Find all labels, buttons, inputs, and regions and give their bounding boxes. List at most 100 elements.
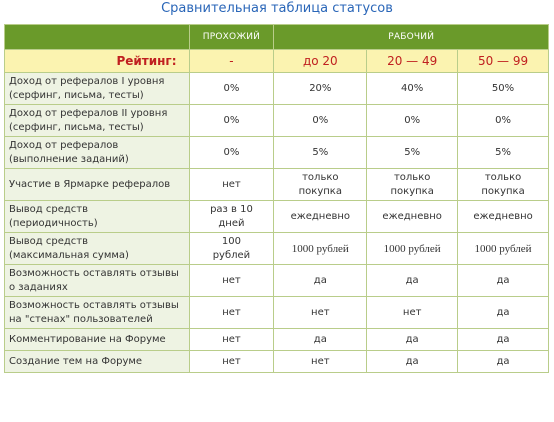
- row-label: Доход от рефералов II уровня (серфинг, пи…: [5, 105, 190, 137]
- status-comparison-table: ПРОХОЖИЙ РАБОЧИЙ Рейтинг: - до 20 20 — 4…: [4, 24, 549, 373]
- row-value-line: покупка: [481, 185, 525, 197]
- row-value: 0%: [189, 137, 275, 169]
- row-label-line: (выполнение заданий): [9, 153, 129, 165]
- row-value: ежедневно: [458, 201, 549, 233]
- row-value-line: 1000 рублей: [474, 242, 532, 255]
- row-value: да: [458, 329, 549, 351]
- row-value-line: покупка: [298, 185, 342, 197]
- row-value: да: [367, 265, 459, 297]
- row-value-line: нет: [222, 333, 241, 345]
- rating-value: 20 — 49: [367, 50, 459, 73]
- row-label-line: о заданиях: [9, 281, 68, 293]
- row-label-line: (серфинг, письма, тесты): [9, 89, 144, 101]
- row-value: 40%: [367, 73, 459, 105]
- row-value-line: только: [302, 171, 339, 183]
- row-value-line: да: [496, 355, 510, 367]
- row-label: Участие в Ярмарке рефералов: [5, 169, 190, 201]
- row-value: только покупка: [274, 169, 368, 201]
- row-value-line: 5%: [495, 146, 511, 158]
- row-value-line: ежедневно: [290, 210, 351, 222]
- row-value-line: нет: [402, 306, 422, 318]
- row-label: Создание тем на Форуме: [5, 351, 190, 373]
- row-label-line: (серфинг, письма, тесты): [9, 121, 144, 133]
- rating-value: -: [189, 50, 275, 73]
- row-label-line: (максимальная сумма): [9, 249, 129, 261]
- row-label-line: Создание тем на Форуме: [9, 355, 143, 367]
- row-value: нет: [189, 351, 275, 373]
- row-label: Возможность оставлять отзывы на "стенах" …: [5, 297, 190, 329]
- row-label-line: Доход от рефералов I уровня: [9, 75, 165, 87]
- row-value-line: 0%: [312, 114, 329, 126]
- row-value-line: рублей: [212, 249, 251, 261]
- row-label-line: (периодичность): [9, 217, 98, 229]
- row-value: 5%: [367, 137, 459, 169]
- row-value: 1000 рублей: [458, 233, 549, 265]
- row-value: 0%: [274, 105, 368, 137]
- row-value: 0%: [189, 73, 275, 105]
- row-value-line: да: [313, 333, 327, 345]
- row-value: нет: [367, 297, 459, 329]
- row-label-line: Комментирование на Форуме: [9, 333, 166, 345]
- row-value-line: да: [405, 333, 419, 345]
- row-value: да: [274, 329, 368, 351]
- header-worker: РАБОЧИЙ: [274, 25, 549, 50]
- row-value-line: только: [393, 171, 431, 183]
- rating-row: Рейтинг: - до 20 20 — 49 50 — 99: [5, 50, 549, 73]
- row-label: Доход от рефералов (выполнение заданий): [5, 137, 190, 169]
- table-row: Доход от рефералов I уровня (серфинг, пис…: [5, 73, 549, 105]
- row-value-line: 40%: [401, 82, 424, 94]
- row-value: 0%: [367, 105, 459, 137]
- row-value-line: 0%: [223, 82, 240, 94]
- row-label-line: Вывод средств: [9, 203, 88, 215]
- row-value-line: нет: [222, 306, 241, 318]
- row-value-line: нет: [222, 274, 241, 286]
- row-value-line: да: [496, 306, 510, 318]
- row-label-line: Возможность оставлять отзывы: [9, 267, 179, 279]
- row-value: 100 рублей: [189, 233, 275, 265]
- row-value: нет: [274, 351, 368, 373]
- row-value: нет: [274, 297, 368, 329]
- row-value-line: нет: [311, 306, 330, 318]
- row-value: нет: [189, 169, 275, 201]
- table-row: Создание тем на Форуме нет нет да да: [5, 351, 549, 373]
- row-value-line: нет: [222, 355, 241, 367]
- row-value: 50%: [458, 73, 549, 105]
- row-value: да: [458, 297, 549, 329]
- row-value-line: 0%: [223, 146, 240, 158]
- row-value-line: да: [405, 355, 419, 367]
- row-label: Доход от рефералов I уровня (серфинг, пис…: [5, 73, 190, 105]
- row-value-line: да: [496, 274, 510, 286]
- row-value: да: [274, 265, 368, 297]
- row-value-line: 5%: [312, 146, 329, 158]
- row-value: ежедневно: [367, 201, 459, 233]
- row-value: нет: [189, 297, 275, 329]
- row-value: нет: [189, 265, 275, 297]
- row-value-line: 0%: [223, 114, 240, 126]
- table-row: Вывод средств (максимальная сумма) 100 рубл…: [5, 233, 549, 265]
- row-value: да: [367, 329, 459, 351]
- table-row: Возможность оставлять отзывы о заданиях не…: [5, 265, 549, 297]
- header-passerby: ПРОХОЖИЙ: [189, 25, 275, 50]
- row-value-line: только: [484, 171, 522, 183]
- row-value: 1000 рублей: [274, 233, 368, 265]
- row-value: раз в 10 дней: [189, 201, 275, 233]
- table-row: Возможность оставлять отзывы на "стенах" …: [5, 297, 549, 329]
- row-value-line: да: [313, 274, 327, 286]
- row-value: 5%: [274, 137, 368, 169]
- row-label-line: на "стенах" пользователей: [9, 313, 153, 325]
- row-value: нет: [189, 329, 275, 351]
- row-value-line: ежедневно: [473, 210, 533, 222]
- row-value-line: нет: [311, 355, 330, 367]
- row-label-line: Доход от рефералов II уровня: [9, 107, 168, 119]
- row-value: только покупка: [458, 169, 549, 201]
- rating-value: 50 — 99: [458, 50, 549, 73]
- row-value-line: да: [496, 333, 510, 345]
- row-value: да: [367, 351, 459, 373]
- rating-label: Рейтинг:: [5, 50, 190, 73]
- rating-value: до 20: [274, 50, 368, 73]
- row-value-line: 5%: [404, 146, 421, 158]
- row-value-line: 50%: [491, 82, 515, 94]
- row-value-line: 1000 рублей: [383, 242, 441, 255]
- row-value-line: ежедневно: [382, 210, 442, 222]
- row-value: ежедневно: [274, 201, 368, 233]
